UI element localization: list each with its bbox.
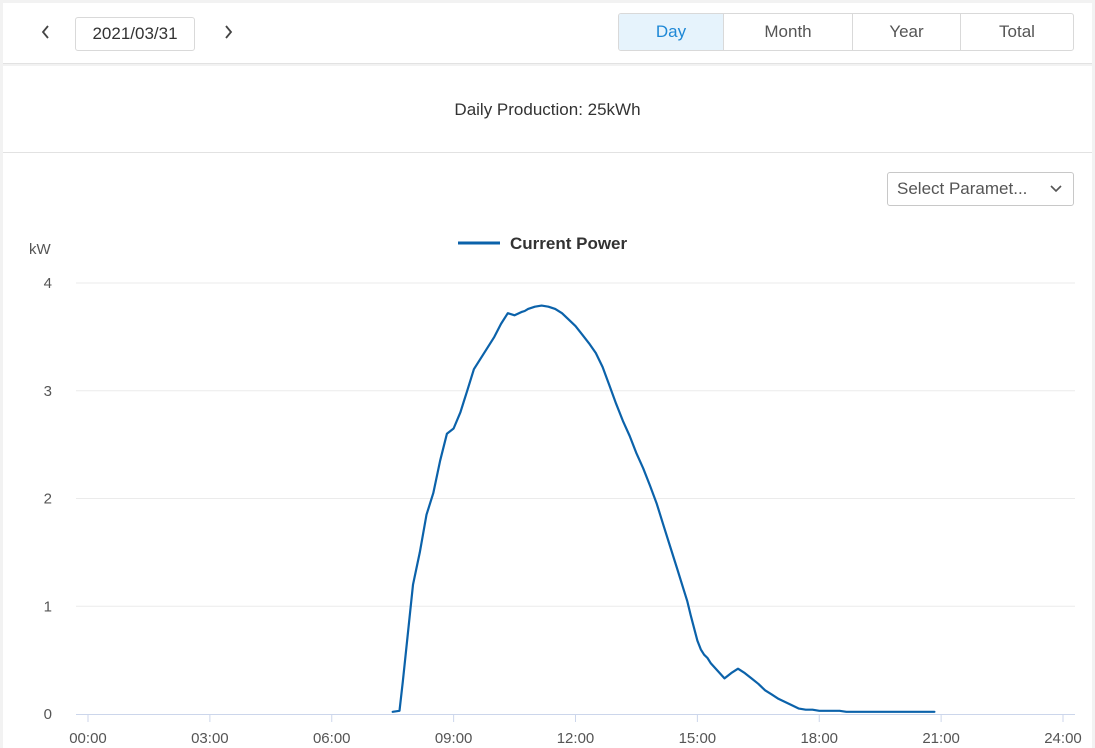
date-toolbar: 2021/03/31 Day Month Year Total	[3, 3, 1092, 64]
tab-year[interactable]: Year	[853, 14, 961, 50]
chevron-down-icon	[1050, 185, 1062, 193]
series-line-current-power[interactable]	[391, 304, 936, 713]
daily-production-text: Daily Production: 25kWh	[454, 100, 641, 119]
tab-day[interactable]: Day	[619, 14, 724, 50]
x-tick-label: 03:00	[191, 730, 229, 747]
date-picker[interactable]: 2021/03/31	[75, 17, 195, 51]
chevron-right-icon	[225, 25, 233, 39]
tab-total[interactable]: Total	[999, 22, 1035, 41]
next-date-button[interactable]	[219, 23, 237, 41]
y-tick-label: 3	[44, 383, 52, 400]
legend-label-current-power[interactable]: Current Power	[510, 234, 628, 253]
date-value: 2021/03/31	[92, 24, 178, 43]
y-axis-label: kW	[29, 241, 52, 258]
parameter-select[interactable]: Select Paramet...	[887, 172, 1074, 206]
period-tabs: Day Month Year Total	[618, 13, 1074, 51]
x-tick-label: 06:00	[313, 730, 351, 747]
tab-month[interactable]: Month	[724, 14, 853, 50]
x-tick-label: 18:00	[800, 730, 838, 747]
x-tick-label: 21:00	[922, 730, 960, 747]
y-tick-label: 0	[44, 706, 52, 723]
x-tick-label: 15:00	[679, 730, 717, 747]
x-tick-label: 00:00	[69, 730, 107, 747]
x-tick-label: 09:00	[435, 730, 473, 747]
chart-panel: Daily Production: 25kWh Select Paramet..…	[3, 66, 1092, 748]
prev-date-button[interactable]	[37, 23, 55, 41]
x-tick-label: 24:00	[1044, 730, 1082, 747]
chevron-left-icon	[41, 25, 49, 39]
y-tick-label: 1	[44, 598, 52, 615]
production-summary: Daily Production: 25kWh	[3, 66, 1092, 153]
parameter-select-label: Select Paramet...	[897, 179, 1028, 198]
x-tick-label: 12:00	[557, 730, 595, 747]
y-tick-label: 4	[44, 275, 52, 292]
y-tick-label: 2	[44, 491, 52, 508]
